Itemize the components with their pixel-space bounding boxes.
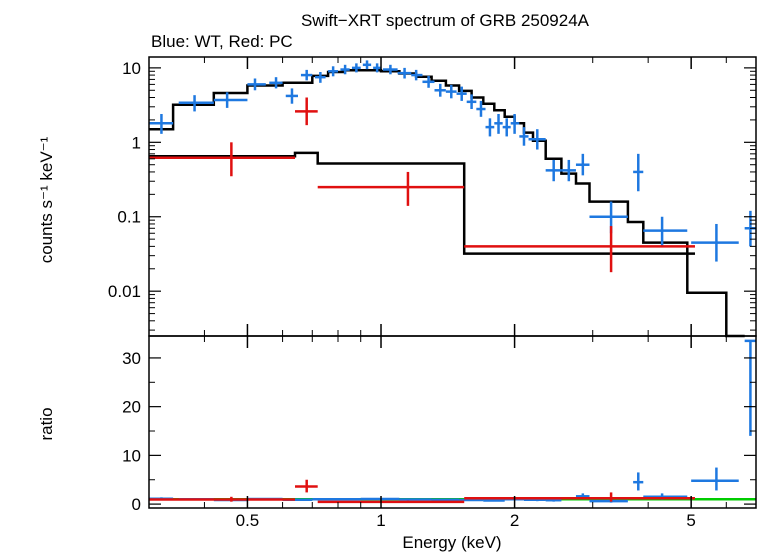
bottom-ylabel: ratio	[37, 407, 56, 440]
spectrum-wt-point	[528, 129, 546, 150]
x-tick-label: 2	[510, 511, 519, 530]
spectrum-wt-point	[178, 95, 214, 112]
x-axis: 0.5 1 2 5	[148, 57, 757, 530]
bottom-y-tick-label: 20	[122, 398, 141, 417]
spectrum-wt-point	[397, 67, 412, 79]
ratio-wt-ratio-point	[691, 467, 739, 491]
spectrum-pc-point	[317, 171, 465, 206]
spectrum-wt-point	[382, 64, 398, 75]
top-y-tick-label: 0.01	[108, 282, 141, 301]
spectrum-wt-point	[633, 153, 644, 192]
ratio-pc-ratio-point	[149, 496, 296, 502]
spectrum-wt-point	[561, 159, 576, 182]
ratio-wt-ratio-point	[431, 498, 460, 501]
ratio-wt-ratio-point	[399, 498, 432, 501]
ratio-wt-ratio-point	[633, 472, 644, 491]
top-ylabel: counts s⁻¹ keV⁻¹	[37, 136, 56, 263]
spectrum-wt-point	[247, 78, 266, 91]
spectrum-wt-point	[149, 114, 174, 134]
spectrum-wt-point	[434, 83, 446, 97]
ratio-wt-ratio-point	[360, 497, 400, 501]
spectrum-wt-point	[422, 75, 435, 88]
spectrum-wt-point	[519, 127, 529, 146]
spectrum-wt-point	[351, 63, 361, 73]
spectrum-pc-point	[464, 226, 695, 273]
top-y-tick-label: 10	[122, 59, 141, 78]
bottom-plot-area	[149, 339, 756, 504]
bottom-panel: 0 10 20 30 ratio	[37, 335, 757, 514]
bottom-y-tick-label: 30	[122, 349, 141, 368]
spectrum-wt-point	[485, 118, 495, 137]
spectrum-pc-point	[295, 97, 318, 126]
spectrum-wt-point	[643, 216, 688, 247]
spectrum-wt-point	[269, 77, 283, 89]
spectrum-wt-point	[373, 63, 382, 73]
spectrum-wt-point	[466, 94, 477, 110]
bottom-axes: 0 10 20 30	[122, 349, 756, 514]
spectrum-wt-point	[502, 118, 511, 137]
spectrum-wt-point	[456, 86, 467, 101]
spectrum-wt-point	[691, 223, 739, 262]
spectrum-wt-point	[362, 60, 372, 70]
bottom-y-tick-label: 0	[132, 495, 141, 514]
x-tick-label: 5	[686, 511, 695, 530]
chart-title: Swift−XRT spectrum of GRB 250924A	[301, 11, 590, 30]
top-y-tick-label: 1	[132, 133, 141, 152]
spectrum-wt-point	[328, 66, 339, 77]
spectrum-wt-point	[315, 72, 326, 83]
top-y-tick-label: 0.1	[117, 208, 141, 227]
spectrum-wt-point	[285, 88, 298, 104]
ratio-wt-ratio-point	[483, 499, 505, 502]
ratio-pc-ratio-point	[464, 492, 695, 502]
ratio-wt-ratio-point	[312, 497, 361, 501]
chart-subtitle: Blue: WT, Red: PC	[151, 32, 293, 51]
top-axes: 10 1 0.1 0.01	[108, 59, 756, 331]
spectrum-wt-point	[476, 100, 486, 117]
spectrum-wt-point	[340, 64, 350, 75]
spectrum-wt-point	[510, 114, 520, 134]
x-tick-label: 1	[376, 511, 385, 530]
x-tick-label: 0.5	[236, 511, 260, 530]
ratio-pc-ratio-point	[295, 479, 318, 493]
ratio-wt-ratio-point	[589, 499, 628, 503]
ratio-pc-ratio-point	[317, 500, 465, 504]
spectrum-pc-point	[149, 142, 296, 177]
top-plot-area	[149, 60, 756, 338]
bottom-panel-frame	[148, 335, 757, 509]
pc-model-step-line	[149, 151, 695, 255]
x-axis-label: Energy (keV)	[402, 533, 501, 552]
spectrum-wt-point	[494, 114, 503, 134]
bottom-y-tick-label: 10	[122, 446, 141, 465]
spectrum-wt-point	[575, 153, 590, 176]
spectrum-wt-point	[300, 69, 313, 81]
wt-model-step-line	[149, 68, 745, 338]
spectrum-wt-point	[213, 92, 248, 108]
spectrum-wt-point	[445, 84, 457, 99]
spectrum-wt-point	[545, 159, 562, 182]
spectrum-wt-point	[411, 69, 423, 81]
ratio-wt-ratio-point	[744, 339, 756, 436]
